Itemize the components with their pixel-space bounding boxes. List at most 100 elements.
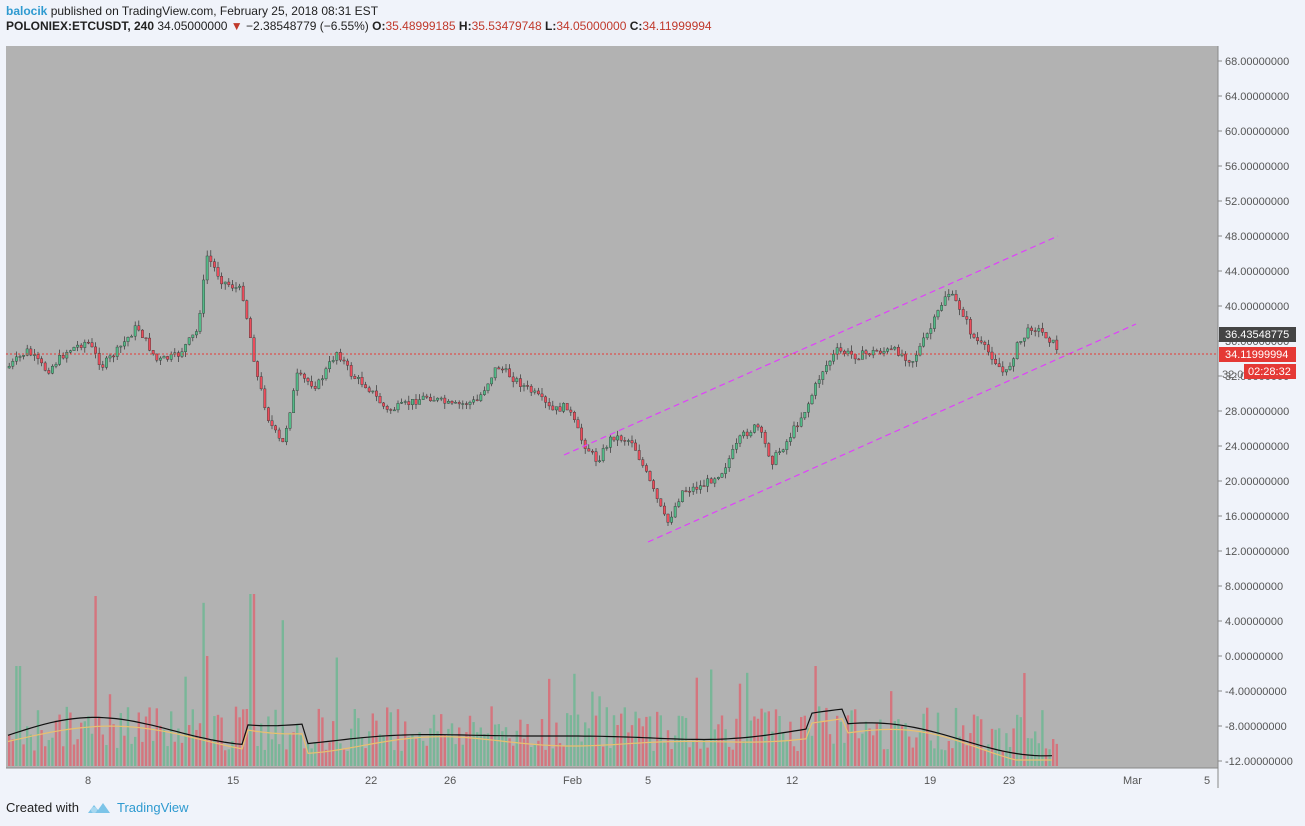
candle-body [839, 347, 843, 352]
volume-bar [123, 735, 126, 766]
volume-bar [573, 673, 576, 766]
candle-body [22, 355, 25, 357]
author-link[interactable]: balocik [6, 4, 48, 18]
volume-bar [717, 724, 720, 766]
candle-body [522, 385, 526, 387]
candle-body [277, 429, 281, 439]
volume-bar [335, 657, 338, 766]
badge-high-text: 36.43548775 [1225, 329, 1289, 341]
volume-bar [774, 709, 778, 766]
volume-ma-yellow [7, 718, 1052, 761]
candle-body [763, 432, 767, 444]
candle-body [677, 501, 681, 507]
candle-body [565, 403, 569, 411]
volume-bar [886, 749, 889, 766]
candle-body [1026, 327, 1030, 339]
candle-body [256, 361, 259, 377]
volume-bar [713, 729, 716, 766]
candle-body [724, 467, 728, 474]
candle-body [645, 465, 648, 472]
badge-timer-text: 02:28:32 [1248, 366, 1291, 378]
candle-body [76, 344, 80, 348]
volume-bar [400, 750, 403, 766]
volume-bar [414, 738, 418, 766]
candle-body [835, 347, 839, 355]
candle-body [1019, 341, 1023, 343]
volume-bar [213, 716, 216, 766]
candle-body [540, 393, 544, 398]
chart-area[interactable]: 68.00000000 64.00000000 60.00000000 56.0000… [6, 46, 1299, 788]
candle-body [713, 478, 717, 484]
volume-bar [825, 707, 828, 766]
volume-bar [670, 749, 673, 766]
volume-bar [490, 706, 493, 766]
volume-bar [432, 714, 436, 766]
volume-bar [202, 602, 205, 766]
volume-bar [900, 726, 904, 766]
candle-body [965, 316, 969, 320]
candle-body [670, 516, 674, 523]
volume-bar [544, 749, 547, 766]
volume-bar [339, 743, 342, 766]
volume-bar [922, 713, 925, 766]
volume-bar [587, 728, 590, 766]
candle-body [825, 365, 828, 372]
candle-body [357, 377, 360, 379]
price-label: 56.00000000 [1225, 161, 1289, 173]
candle-body [911, 361, 915, 363]
volume-bar [569, 715, 572, 766]
volume-bar [324, 749, 328, 766]
volume-bar [231, 741, 234, 766]
volume-bar [108, 694, 112, 766]
volume-bar [267, 716, 270, 766]
volume-bar [18, 666, 22, 766]
volume-bar [40, 730, 43, 766]
candle-body [187, 337, 191, 345]
time-label: 23 [1003, 775, 1015, 787]
candle-body [990, 351, 994, 360]
volume-bar [926, 707, 929, 766]
candle-body [760, 426, 764, 433]
candle-body [241, 285, 245, 301]
candle-body [267, 407, 270, 421]
channel-lower-line[interactable] [647, 323, 1137, 543]
candle-body [641, 459, 645, 466]
volume-bar [274, 709, 277, 766]
candle-body [943, 296, 947, 306]
candle-body [828, 360, 832, 366]
candle-body [364, 384, 367, 389]
volume-bar [944, 750, 947, 766]
candle-body [681, 490, 684, 502]
candle-body [720, 473, 724, 478]
tradingview-brand-link[interactable]: TradingView [116, 800, 189, 815]
channel-upper-line[interactable] [563, 235, 1059, 456]
volume-bar [198, 723, 202, 766]
volume-bar [44, 746, 47, 766]
candle-body [425, 395, 429, 398]
volume-bar [26, 726, 29, 766]
volume-bar [731, 749, 734, 766]
candle-body [360, 377, 364, 385]
candle-body [54, 364, 58, 367]
candle-body [807, 403, 810, 413]
price-chart[interactable]: 68.00000000 64.00000000 60.00000000 56.0000… [6, 46, 1299, 788]
candle-body [475, 399, 479, 401]
volume-bar [598, 696, 601, 766]
candle-body [151, 350, 155, 355]
time-label: 5 [1204, 775, 1210, 787]
candle-body [349, 365, 353, 377]
tradingview-logo-icon[interactable] [87, 801, 111, 815]
candle-body [346, 360, 349, 366]
volume-bar [173, 741, 176, 766]
candle-body [587, 448, 591, 452]
volume-bar [119, 713, 122, 766]
volume-bar [526, 724, 529, 766]
candle-body [36, 354, 40, 359]
candle-body [666, 513, 670, 523]
candle-body [486, 383, 490, 391]
candle-body [918, 345, 922, 356]
volume-bar [87, 716, 90, 766]
volume-bar [843, 742, 846, 766]
candle-body [443, 397, 447, 404]
volume-bar [112, 724, 115, 766]
